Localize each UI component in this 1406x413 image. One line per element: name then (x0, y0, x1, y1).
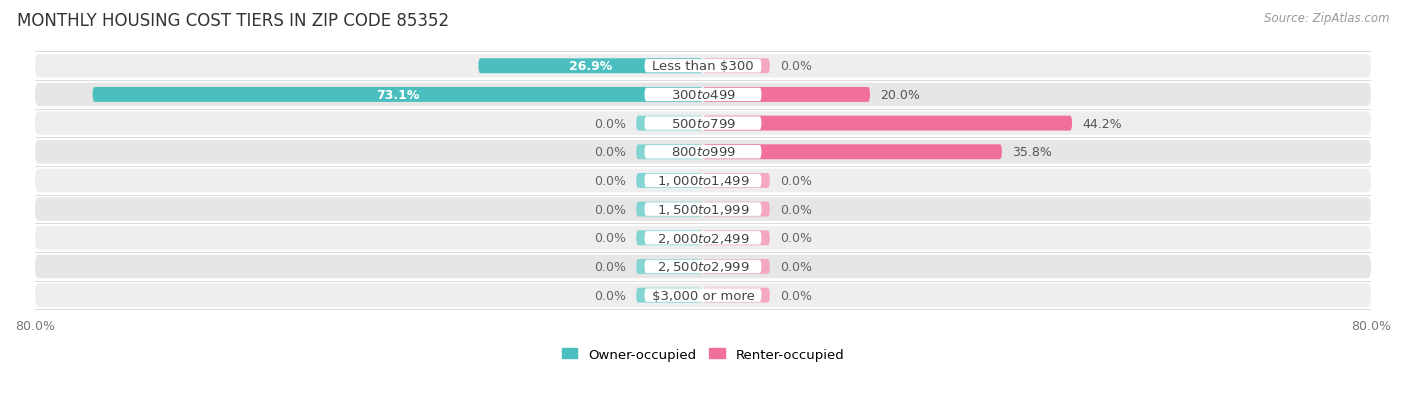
Text: $1,500 to $1,999: $1,500 to $1,999 (657, 203, 749, 216)
FancyBboxPatch shape (35, 112, 1371, 135)
FancyBboxPatch shape (703, 173, 770, 188)
Text: 0.0%: 0.0% (595, 232, 626, 244)
Legend: Owner-occupied, Renter-occupied: Owner-occupied, Renter-occupied (557, 342, 849, 366)
FancyBboxPatch shape (703, 259, 770, 274)
Text: 20.0%: 20.0% (880, 89, 920, 102)
Text: $500 to $799: $500 to $799 (671, 117, 735, 130)
Text: 0.0%: 0.0% (595, 117, 626, 130)
FancyBboxPatch shape (644, 260, 762, 273)
FancyBboxPatch shape (636, 116, 703, 131)
FancyBboxPatch shape (35, 55, 1371, 78)
FancyBboxPatch shape (35, 83, 1371, 107)
FancyBboxPatch shape (636, 288, 703, 303)
Text: Less than $300: Less than $300 (652, 60, 754, 73)
FancyBboxPatch shape (644, 117, 762, 131)
FancyBboxPatch shape (636, 259, 703, 274)
Text: $3,000 or more: $3,000 or more (651, 289, 755, 302)
FancyBboxPatch shape (644, 289, 762, 302)
FancyBboxPatch shape (703, 59, 770, 74)
Text: $300 to $499: $300 to $499 (671, 89, 735, 102)
FancyBboxPatch shape (478, 59, 703, 74)
Text: $2,000 to $2,499: $2,000 to $2,499 (657, 231, 749, 245)
FancyBboxPatch shape (644, 60, 762, 73)
Text: 0.0%: 0.0% (595, 289, 626, 302)
Text: 0.0%: 0.0% (595, 146, 626, 159)
FancyBboxPatch shape (35, 198, 1371, 221)
Text: Source: ZipAtlas.com: Source: ZipAtlas.com (1264, 12, 1389, 25)
FancyBboxPatch shape (703, 231, 770, 246)
Text: $2,500 to $2,999: $2,500 to $2,999 (657, 260, 749, 274)
FancyBboxPatch shape (35, 169, 1371, 193)
Text: 0.0%: 0.0% (780, 289, 811, 302)
FancyBboxPatch shape (703, 116, 1071, 131)
FancyBboxPatch shape (636, 145, 703, 160)
FancyBboxPatch shape (644, 88, 762, 102)
FancyBboxPatch shape (636, 173, 703, 188)
Text: $1,000 to $1,499: $1,000 to $1,499 (657, 174, 749, 188)
FancyBboxPatch shape (35, 255, 1371, 278)
FancyBboxPatch shape (35, 284, 1371, 307)
FancyBboxPatch shape (636, 231, 703, 246)
FancyBboxPatch shape (35, 226, 1371, 250)
Text: MONTHLY HOUSING COST TIERS IN ZIP CODE 85352: MONTHLY HOUSING COST TIERS IN ZIP CODE 8… (17, 12, 449, 30)
FancyBboxPatch shape (644, 146, 762, 159)
Text: 0.0%: 0.0% (780, 260, 811, 273)
FancyBboxPatch shape (644, 203, 762, 216)
Text: 0.0%: 0.0% (780, 203, 811, 216)
Text: 26.9%: 26.9% (569, 60, 613, 73)
Text: 0.0%: 0.0% (780, 175, 811, 188)
Text: 44.2%: 44.2% (1083, 117, 1122, 130)
FancyBboxPatch shape (703, 288, 770, 303)
Text: $800 to $999: $800 to $999 (671, 146, 735, 159)
FancyBboxPatch shape (93, 88, 703, 103)
FancyBboxPatch shape (703, 202, 770, 217)
Text: 0.0%: 0.0% (780, 232, 811, 244)
FancyBboxPatch shape (703, 88, 870, 103)
Text: 73.1%: 73.1% (377, 89, 419, 102)
Text: 0.0%: 0.0% (780, 60, 811, 73)
FancyBboxPatch shape (644, 174, 762, 188)
FancyBboxPatch shape (636, 202, 703, 217)
Text: 0.0%: 0.0% (595, 175, 626, 188)
FancyBboxPatch shape (644, 232, 762, 245)
Text: 0.0%: 0.0% (595, 203, 626, 216)
Text: 0.0%: 0.0% (595, 260, 626, 273)
Text: 35.8%: 35.8% (1012, 146, 1052, 159)
FancyBboxPatch shape (703, 145, 1002, 160)
FancyBboxPatch shape (35, 141, 1371, 164)
